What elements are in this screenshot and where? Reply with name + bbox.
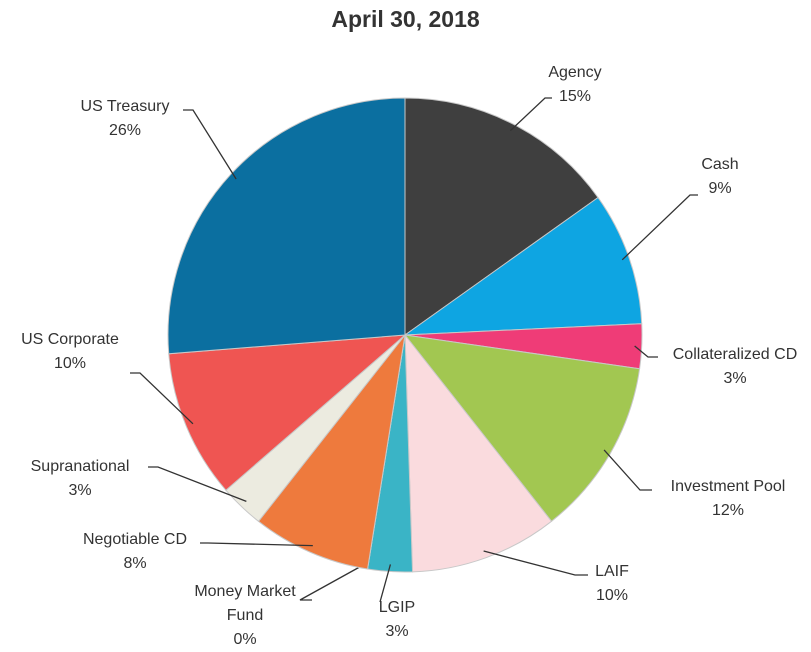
leader-line [509, 97, 552, 132]
value-label: 8% [123, 555, 147, 572]
category-label: Agency [548, 64, 602, 81]
slice-label: Money Market Fund 0% [190, 580, 300, 652]
leader-line [621, 194, 698, 261]
category-label: Money Market Fund [194, 583, 296, 624]
leader-line [200, 542, 313, 547]
pie-slice [403, 334, 641, 522]
pie-slice [257, 333, 406, 570]
slice-label: LGIP 3% [297, 596, 497, 644]
value-label: 10% [53, 355, 87, 372]
value-label: 9% [708, 180, 732, 197]
value-label: 3% [385, 623, 409, 640]
slice-label: Investment Pool 12% [628, 475, 811, 523]
slice-label: US Treasury 26% [25, 95, 225, 143]
category-label: Negotiable CD [82, 531, 188, 548]
value-label: 10% [595, 587, 629, 604]
value-label: 3% [723, 370, 747, 387]
leader-line [634, 345, 658, 358]
leader-line [299, 561, 369, 601]
category-label: Collateralized CD [672, 346, 798, 363]
category-label: LGIP [378, 599, 416, 616]
pie-slice [404, 333, 553, 573]
pie-slice [168, 334, 407, 491]
slice-label: Negotiable CD 8% [35, 528, 235, 576]
chart-title: April 30, 2018 [331, 6, 480, 32]
value-label: 15% [558, 88, 592, 105]
category-label: Investment Pool [670, 478, 786, 495]
category-label: LAIF [595, 563, 629, 580]
leader-line [379, 564, 392, 603]
pie-slice [404, 97, 599, 336]
category-label: Supranational [30, 458, 130, 475]
slice-label: Collateralized CD 3% [635, 343, 811, 391]
pie-slice [167, 97, 406, 355]
pie-slice [403, 196, 643, 336]
slice-label: LAIF 10% [512, 560, 712, 608]
value-label: 0% [233, 631, 257, 648]
value-label: 12% [711, 502, 745, 519]
slice-label: Cash 9% [620, 153, 811, 201]
slice-label: Supranational 3% [0, 455, 180, 503]
leader-line [603, 449, 652, 491]
category-label: US Corporate [21, 331, 119, 348]
slice-label: US Corporate 10% [0, 328, 170, 376]
category-label: US Treasury [80, 98, 170, 115]
leader-line [148, 466, 247, 502]
value-label: 26% [108, 122, 142, 139]
category-label: Cash [701, 156, 739, 173]
leader-line [483, 550, 588, 576]
leader-line [183, 109, 237, 180]
leader-line [130, 372, 194, 425]
value-label: 3% [68, 482, 92, 499]
slice-label: Agency 15% [475, 61, 675, 109]
